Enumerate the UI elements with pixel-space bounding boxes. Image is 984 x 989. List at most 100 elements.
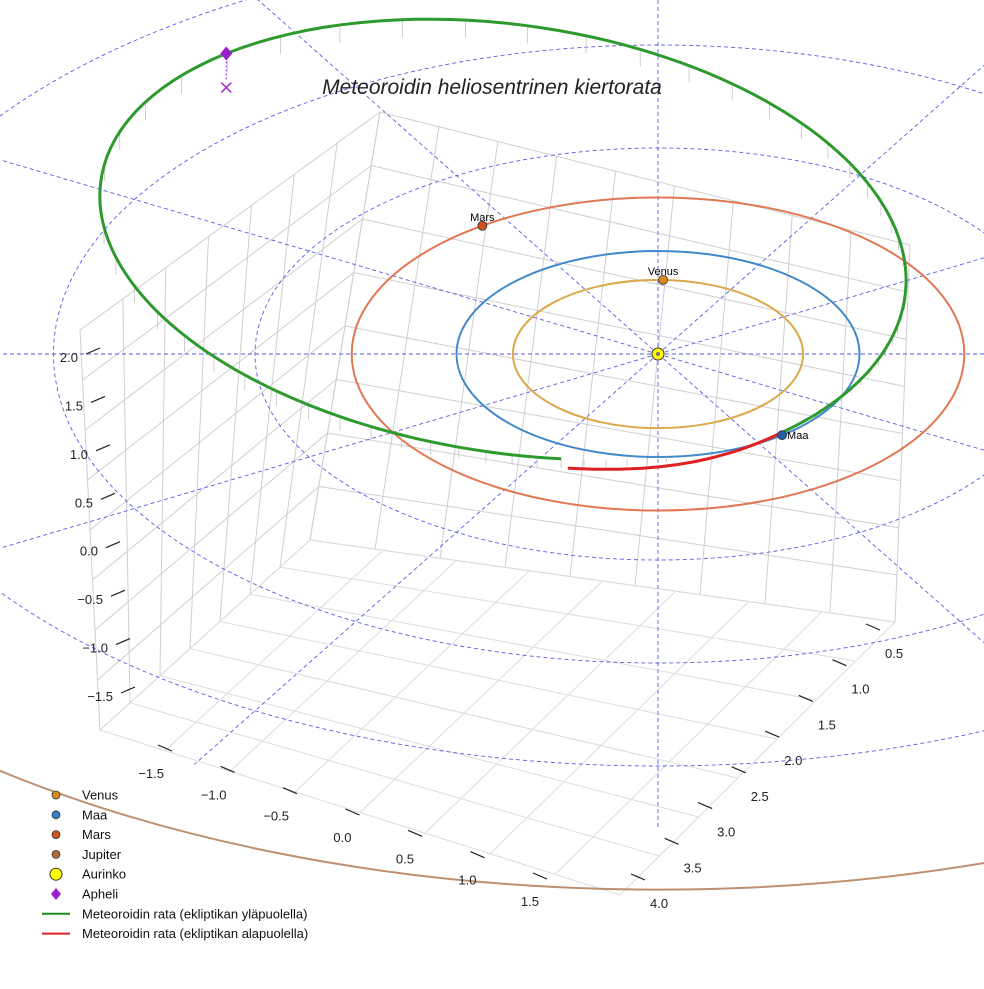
- z-tick: [86, 348, 100, 354]
- floor-gridline: [490, 602, 749, 854]
- reference-radial-line: [195, 0, 658, 354]
- z-tick: [116, 639, 130, 645]
- x-tick-label: 0.0: [333, 830, 351, 845]
- legend-marker: [51, 888, 61, 900]
- z-tick-label: −1.0: [82, 641, 108, 656]
- legend-marker: [52, 791, 60, 799]
- y-tick-label: 1.0: [851, 682, 869, 697]
- legend-marker: [52, 850, 60, 858]
- back-wall-gridline: [354, 273, 905, 387]
- legend-entry: Aurinko: [50, 867, 126, 882]
- x-tick-label: 1.5: [521, 894, 539, 909]
- reference-radial-line: [658, 354, 984, 591]
- legend-label: Mars: [82, 827, 111, 842]
- z-tick-label: 1.0: [70, 447, 88, 462]
- planet-label-venus: Venus: [648, 266, 679, 278]
- legend-marker: [50, 868, 62, 880]
- y-tick-label: 3.0: [717, 825, 735, 840]
- y-tick-label: 3.5: [684, 860, 702, 875]
- y-tick-label: 1.5: [818, 717, 836, 732]
- y-tick-label: 0.5: [885, 646, 903, 661]
- z-tick: [121, 687, 135, 693]
- legend-label: Apheli: [82, 887, 118, 902]
- planet-orbits: [0, 0, 984, 890]
- x-tick-label: −0.5: [263, 809, 289, 824]
- floor-gridline: [100, 730, 620, 895]
- reference-radial-line: [658, 0, 984, 354]
- y-tick: [631, 874, 645, 880]
- legend-entry: Maa: [52, 807, 108, 822]
- reference-rings: [0, 0, 984, 828]
- legend-entry: Jupiter: [52, 847, 122, 862]
- legend-label: Venus: [82, 788, 119, 803]
- planet-label-maa: Maa: [787, 430, 809, 442]
- x-tick-label: 1.0: [458, 873, 476, 888]
- legend-label: Meteoroidin rata (ekliptikan alapuolella…: [82, 926, 308, 941]
- z-tick-label: −0.5: [77, 592, 103, 607]
- floor-gridline: [160, 676, 699, 817]
- planet-maa: [778, 431, 787, 440]
- chart-title: Meteoroidin heliosentrinen kiertorata: [322, 76, 662, 99]
- floor-gridline: [555, 612, 822, 875]
- x-tick-label: −1.5: [138, 766, 164, 781]
- legend-entry: Apheli: [51, 887, 118, 902]
- left-wall-gridline: [85, 219, 363, 430]
- x-tick-label: −1.0: [201, 787, 227, 802]
- floor-gridline: [310, 540, 895, 622]
- x-tick-label: 0.5: [396, 851, 414, 866]
- orbit-jupiter: [0, 0, 984, 890]
- floor-gridline: [425, 591, 676, 833]
- y-tick: [832, 660, 846, 666]
- x-tick: [283, 788, 297, 794]
- aphelion-projection-marker: [221, 83, 231, 93]
- legend-label: Jupiter: [82, 847, 122, 862]
- x-tick: [471, 852, 485, 858]
- left-wall-gridline: [80, 112, 380, 330]
- legend-marker: [52, 811, 60, 819]
- legend-entry: Meteoroidin rata (ekliptikan yläpuolella…: [42, 906, 307, 921]
- y-tick: [732, 767, 746, 773]
- back-wall-gridline: [345, 326, 903, 434]
- z-tick: [96, 445, 110, 451]
- y-tick: [765, 731, 779, 737]
- x-tick: [533, 873, 547, 879]
- floor-gridline: [130, 703, 659, 856]
- meteoroid-orbit-below: [568, 434, 780, 470]
- z-tick-label: 0.0: [80, 544, 98, 559]
- legend-label: Aurinko: [82, 867, 126, 882]
- z-tick-label: 0.5: [75, 495, 93, 510]
- z-tick-label: −1.5: [87, 689, 113, 704]
- back-wall-gridline: [371, 166, 908, 293]
- z-tick: [106, 542, 120, 548]
- back-wall-gridline: [319, 487, 897, 575]
- planet-label-mars: Mars: [470, 212, 495, 224]
- legend-entry: Meteoroidin rata (ekliptikan alapuolella…: [42, 926, 308, 941]
- left-wall-gridline: [88, 273, 354, 481]
- axes-grid: [80, 112, 910, 895]
- floor-gridline: [280, 567, 856, 661]
- back-wall-gridline: [363, 219, 907, 339]
- y-tick-label: 2.5: [751, 789, 769, 804]
- legend-marker: [52, 831, 60, 839]
- floor-gridline: [100, 540, 310, 730]
- z-tick: [91, 396, 105, 402]
- reference-radial-line: [658, 117, 984, 354]
- legend-entry: Mars: [52, 827, 111, 842]
- z-tick: [111, 590, 125, 596]
- floor-gridline: [250, 594, 816, 700]
- back-wall-gridline: [336, 380, 900, 481]
- left-wall-gridline: [98, 487, 319, 681]
- floor-gridline: [620, 622, 895, 895]
- left-wall-gridline: [90, 326, 345, 530]
- z-tick-label: 1.5: [65, 398, 83, 413]
- y-tick-label: 2.0: [784, 753, 802, 768]
- reference-radial-line: [195, 354, 658, 764]
- legend-label: Maa: [82, 807, 108, 822]
- reference-radial-line: [0, 117, 658, 354]
- aphelion-marker: [220, 47, 232, 61]
- y-tick: [866, 624, 880, 630]
- legend-label: Meteoroidin rata (ekliptikan yläpuolella…: [82, 906, 307, 921]
- z-tick: [101, 493, 115, 499]
